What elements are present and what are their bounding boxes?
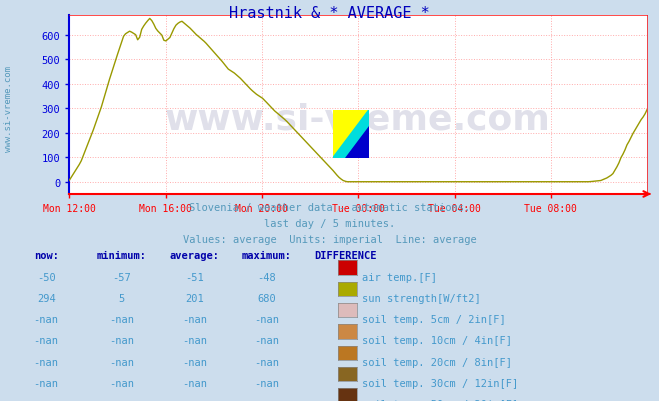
Text: -nan: -nan (182, 399, 207, 401)
Text: -nan: -nan (109, 314, 134, 324)
Text: 201: 201 (185, 293, 204, 303)
Text: soil temp. 5cm / 2in[F]: soil temp. 5cm / 2in[F] (362, 314, 506, 324)
Text: -nan: -nan (34, 336, 59, 346)
Text: www.si-vreme.com: www.si-vreme.com (165, 103, 551, 136)
Text: 680: 680 (258, 293, 276, 303)
Text: -nan: -nan (182, 357, 207, 367)
Text: Values: average  Units: imperial  Line: average: Values: average Units: imperial Line: av… (183, 235, 476, 245)
Text: maximum:: maximum: (242, 251, 292, 261)
Text: -nan: -nan (254, 314, 279, 324)
Text: -nan: -nan (34, 314, 59, 324)
Text: -nan: -nan (34, 378, 59, 388)
Text: -nan: -nan (34, 399, 59, 401)
Text: DIFFERENCE: DIFFERENCE (315, 251, 377, 261)
Text: sun strength[W/ft2]: sun strength[W/ft2] (362, 293, 481, 303)
Text: -nan: -nan (109, 399, 134, 401)
Text: -nan: -nan (182, 336, 207, 346)
Text: -nan: -nan (254, 357, 279, 367)
Text: average:: average: (169, 251, 219, 261)
Text: 294: 294 (37, 293, 55, 303)
Text: -nan: -nan (182, 378, 207, 388)
Text: -nan: -nan (182, 314, 207, 324)
Text: air temp.[F]: air temp.[F] (362, 272, 438, 282)
Text: -51: -51 (185, 272, 204, 282)
Text: -48: -48 (258, 272, 276, 282)
Text: -nan: -nan (254, 378, 279, 388)
Text: Slovenia / weather data - automatic stations.: Slovenia / weather data - automatic stat… (189, 203, 470, 213)
Text: -nan: -nan (109, 336, 134, 346)
Polygon shape (333, 110, 369, 158)
Text: -nan: -nan (34, 357, 59, 367)
Text: soil temp. 50cm / 20in[F]: soil temp. 50cm / 20in[F] (362, 399, 519, 401)
Text: www.si-vreme.com: www.si-vreme.com (4, 65, 13, 151)
Text: Hrastnik & * AVERAGE *: Hrastnik & * AVERAGE * (229, 6, 430, 21)
Text: -57: -57 (113, 272, 131, 282)
Text: -nan: -nan (254, 399, 279, 401)
Text: -nan: -nan (254, 336, 279, 346)
Text: minimum:: minimum: (97, 251, 147, 261)
Polygon shape (345, 127, 369, 158)
Text: -nan: -nan (109, 378, 134, 388)
Text: -50: -50 (37, 272, 55, 282)
Text: soil temp. 30cm / 12in[F]: soil temp. 30cm / 12in[F] (362, 378, 519, 388)
Text: 5: 5 (119, 293, 125, 303)
Text: soil temp. 20cm / 8in[F]: soil temp. 20cm / 8in[F] (362, 357, 513, 367)
Polygon shape (333, 110, 369, 158)
Text: soil temp. 10cm / 4in[F]: soil temp. 10cm / 4in[F] (362, 336, 513, 346)
Text: now:: now: (34, 251, 59, 261)
Text: last day / 5 minutes.: last day / 5 minutes. (264, 219, 395, 229)
Text: -nan: -nan (109, 357, 134, 367)
